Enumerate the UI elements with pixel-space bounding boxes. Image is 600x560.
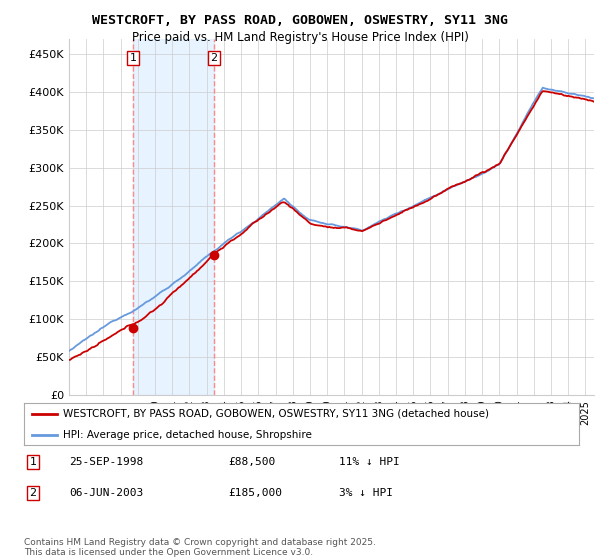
Text: 06-JUN-2003: 06-JUN-2003: [69, 488, 143, 498]
Text: WESTCROFT, BY PASS ROAD, GOBOWEN, OSWESTRY, SY11 3NG: WESTCROFT, BY PASS ROAD, GOBOWEN, OSWEST…: [92, 14, 508, 27]
Text: 3% ↓ HPI: 3% ↓ HPI: [339, 488, 393, 498]
Text: 25-SEP-1998: 25-SEP-1998: [69, 457, 143, 467]
Text: 11% ↓ HPI: 11% ↓ HPI: [339, 457, 400, 467]
Text: £88,500: £88,500: [228, 457, 275, 467]
Bar: [133, 39, 214, 395]
Text: £185,000: £185,000: [228, 488, 282, 498]
Text: Contains HM Land Registry data © Crown copyright and database right 2025.
This d: Contains HM Land Registry data © Crown c…: [24, 538, 376, 557]
Text: 1: 1: [29, 457, 37, 467]
Text: 2: 2: [211, 53, 218, 63]
Text: 2: 2: [29, 488, 37, 498]
Text: WESTCROFT, BY PASS ROAD, GOBOWEN, OSWESTRY, SY11 3NG (detached house): WESTCROFT, BY PASS ROAD, GOBOWEN, OSWEST…: [63, 409, 489, 419]
Text: Price paid vs. HM Land Registry's House Price Index (HPI): Price paid vs. HM Land Registry's House …: [131, 31, 469, 44]
Text: HPI: Average price, detached house, Shropshire: HPI: Average price, detached house, Shro…: [63, 430, 312, 440]
Text: 1: 1: [130, 53, 137, 63]
